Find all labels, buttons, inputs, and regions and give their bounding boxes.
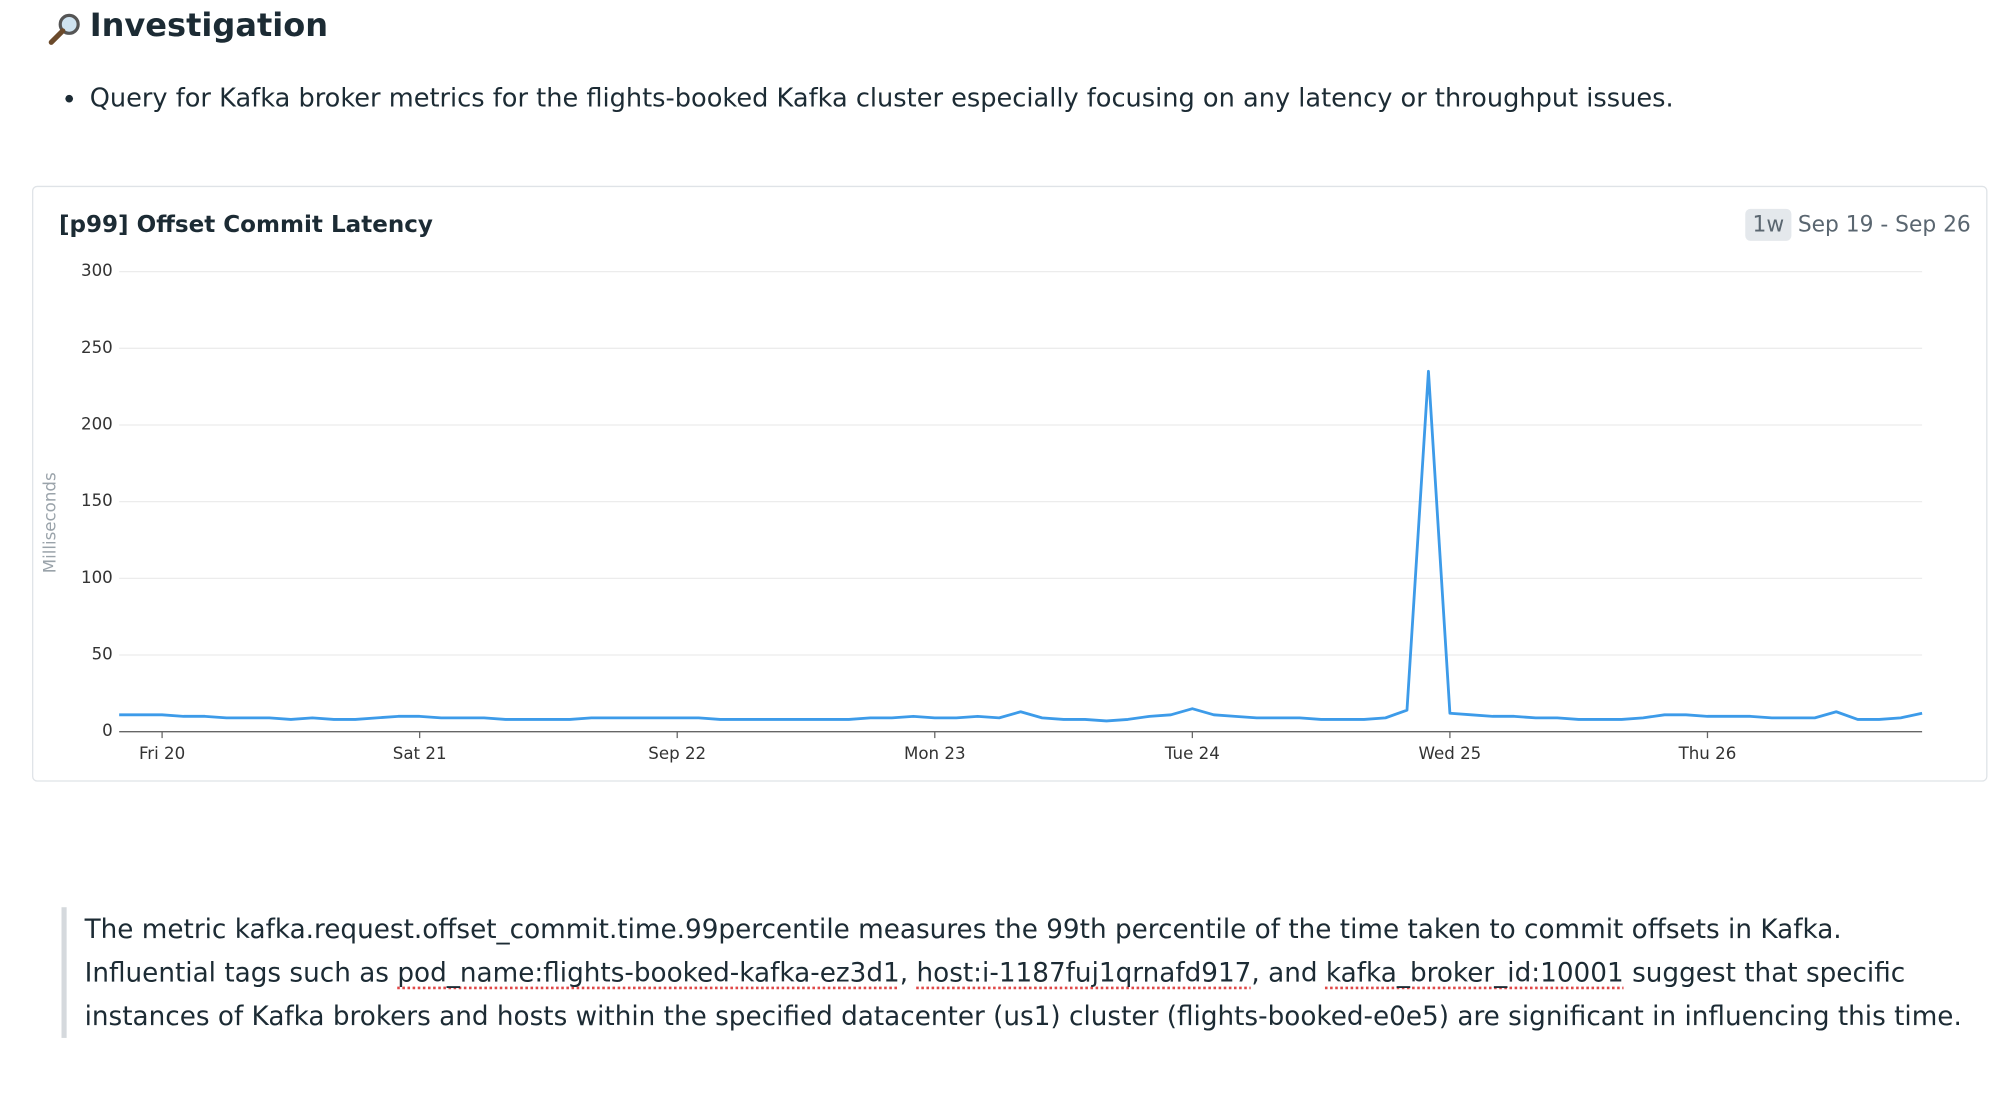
- badge-bg: [1745, 208, 1792, 241]
- text: , and: [1251, 957, 1326, 988]
- text: suggest that specific instances of Kafka…: [84, 957, 1962, 1032]
- y-tick-label: 100: [81, 568, 113, 587]
- y-tick-label: 150: [81, 491, 113, 510]
- y-tick-label: 300: [81, 261, 113, 280]
- tag: host:i-1187fuj1qrnafd917: [916, 957, 1252, 988]
- y-tick-label: 50: [92, 645, 113, 664]
- text: The metric kafka.request.offset_commit.t…: [84, 913, 1842, 988]
- y-tick-label: 200: [81, 414, 113, 433]
- blockquote: The metric kafka.request.offset_commit.t…: [61, 907, 1969, 1038]
- chart-card: [32, 185, 1988, 782]
- tag: pod_name:flights-booked-kafka-ez3d1: [397, 957, 900, 988]
- line-series: [119, 369, 1923, 723]
- x-tick-label: Sep 22: [648, 744, 706, 763]
- tag: kafka_broker_id:10001: [1325, 957, 1624, 988]
- time-range[interactable]: Sep 19 - Sep 26: [1798, 213, 1971, 238]
- x-tick-label: Sat 21: [393, 744, 447, 763]
- x-tick-label: Mon 23: [904, 744, 966, 763]
- y-tick-label: 250: [81, 338, 113, 357]
- y-axis-label: Milliseconds: [41, 472, 60, 573]
- time-badge[interactable]: 1w: [1753, 213, 1785, 238]
- x-tick-label: Tue 24: [1164, 744, 1220, 763]
- x-tick-label: Thu 26: [1678, 744, 1737, 763]
- magnifier-icon: [48, 13, 80, 45]
- bullet-list: Query for Kafka broker metrics for the f…: [62, 82, 1674, 113]
- y-tick-label: 0: [102, 721, 113, 740]
- x-tick-label: Wed 25: [1419, 744, 1482, 763]
- heading: Investigation: [89, 6, 329, 44]
- bullet: Query for Kafka broker metrics for the f…: [90, 82, 1674, 113]
- x-tick-label: Fri 20: [139, 744, 185, 763]
- chart-title: [p99] Offset Commit Latency: [59, 212, 433, 238]
- text: ,: [899, 957, 917, 988]
